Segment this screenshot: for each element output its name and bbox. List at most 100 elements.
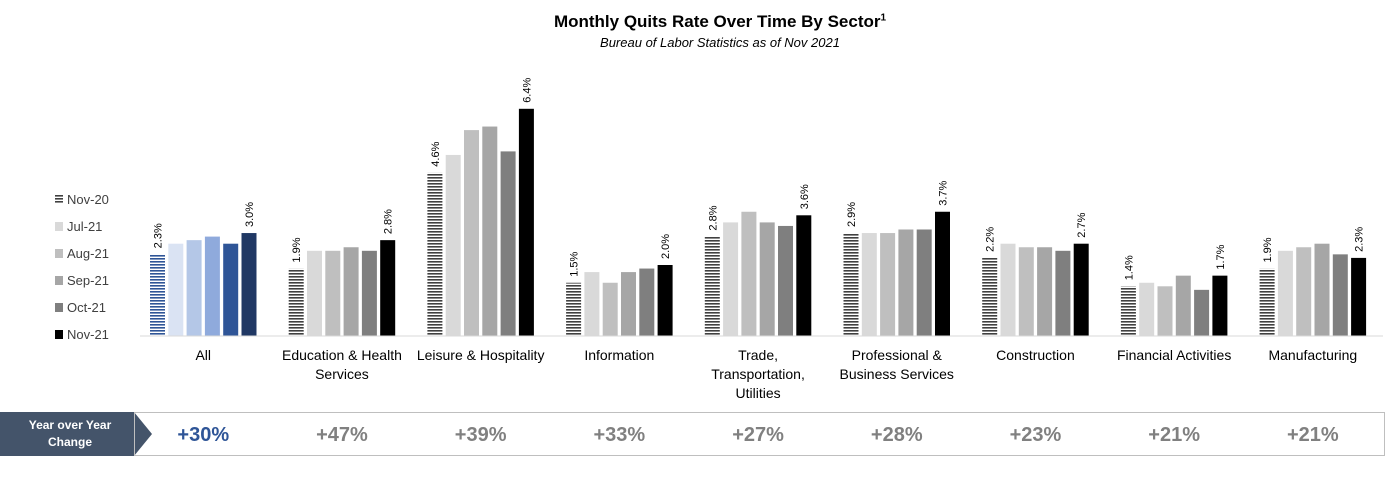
bar-leisure-hospitality-nov-20 (427, 172, 443, 336)
bar-construction-sep-21 (1037, 247, 1053, 336)
bar-trade-transportation-utilities-oct-21 (778, 225, 793, 336)
bar-financial-activities-nov-20 (1120, 286, 1136, 336)
bar-professional-business-services-sep-21 (898, 229, 914, 336)
bar-education-health-services-sep-21 (343, 247, 359, 336)
data-label-construction-nov-21: 2.7% (1076, 212, 1088, 237)
category-label-education-health-services-line2: Services (315, 366, 369, 382)
bar-all-jul-21 (168, 243, 184, 336)
bar-manufacturing-aug-21 (1296, 247, 1312, 336)
yoy-value-information: +33% (593, 424, 646, 446)
category-label-information: Information (584, 347, 654, 363)
bar-construction-aug-21 (1018, 247, 1034, 336)
bar-financial-activities-aug-21 (1157, 286, 1173, 336)
data-label-financial-activities-nov-21: 1.7% (1215, 244, 1227, 269)
yoy-value-education-health-services: +47% (316, 424, 368, 446)
yoy-value-trade-transportation-utilities: +27% (732, 424, 784, 446)
bar-chart: Nov-20 Jul-21 Aug-21 Sep-21 Oct-21 Nov-21 2.3… (55, 78, 1383, 401)
bar-manufacturing-jul-21 (1277, 250, 1293, 336)
bar-all-nov-20 (150, 254, 165, 336)
chart-title: Monthly Quits Rate Over Time By Sector1 (553, 12, 887, 31)
legend-label-sep-21: Sep-21 (67, 273, 109, 288)
data-label-construction-nov-20: 2.2% (985, 227, 997, 252)
bar-trade-transportation-utilities-nov-21 (796, 215, 812, 336)
bar-construction-nov-21 (1073, 243, 1089, 336)
bar-group (150, 108, 1367, 336)
data-label-all-nov-21: 3.0% (244, 202, 256, 227)
bar-all-oct-21 (223, 243, 239, 336)
category-label-professional-business-services-line1: Professional & (852, 347, 943, 363)
category-label-education-health-services-line1: Education & Health (282, 347, 402, 363)
chart-subtitle: Bureau of Labor Statistics as of Nov 202… (600, 35, 840, 50)
bar-construction-oct-21 (1055, 250, 1071, 336)
category-label-all: All (195, 347, 211, 363)
yoy-label-line1: Year over Year (28, 418, 112, 432)
category-label-construction: Construction (996, 347, 1075, 363)
bar-manufacturing-sep-21 (1314, 243, 1330, 336)
yoy-label: Year over Year Change (0, 412, 140, 456)
legend-swatch-jul-21 (55, 222, 63, 231)
bar-education-health-services-aug-21 (325, 250, 341, 336)
legend-label-jul-21: Jul-21 (67, 219, 102, 234)
data-label-professional-business-services-nov-21: 3.7% (938, 180, 950, 205)
bar-financial-activities-oct-21 (1194, 289, 1210, 336)
bar-financial-activities-jul-21 (1139, 282, 1155, 336)
bar-financial-activities-nov-21 (1212, 275, 1228, 336)
bar-financial-activities-sep-21 (1175, 275, 1191, 336)
data-label-all-nov-20: 2.3% (153, 223, 165, 248)
bar-education-health-services-jul-21 (307, 250, 322, 336)
bar-manufacturing-nov-21 (1351, 257, 1367, 336)
yoy-label-line2: Change (47, 435, 92, 449)
data-label-leisure-hospitality-nov-21: 6.4% (521, 78, 533, 103)
bar-education-health-services-nov-21 (380, 240, 396, 336)
category-label-trade-transportation-utilities-line1: Trade, (738, 347, 778, 363)
legend-swatch-oct-21 (55, 303, 63, 312)
data-label-information-nov-20: 1.5% (569, 251, 581, 276)
yoy-value-financial-activities: +21% (1148, 424, 1200, 446)
data-label-education-health-services-nov-21: 2.8% (383, 209, 395, 234)
bar-professional-business-services-oct-21 (916, 229, 932, 336)
bar-professional-business-services-aug-21 (880, 233, 896, 336)
bar-information-nov-21 (657, 265, 673, 336)
yoy-banner-shape (0, 412, 152, 456)
bar-all-sep-21 (204, 236, 220, 336)
legend-label-nov-20: Nov-20 (67, 192, 109, 207)
bar-leisure-hospitality-nov-21 (518, 108, 534, 336)
bar-education-health-services-oct-21 (361, 250, 377, 336)
bar-information-nov-20 (566, 282, 582, 336)
data-label-leisure-hospitality-nov-20: 4.6% (430, 141, 442, 166)
legend-swatch-nov-21 (55, 330, 63, 339)
legend-label-aug-21: Aug-21 (67, 246, 109, 261)
category-label-professional-business-services-line2: Business Services (840, 366, 954, 382)
bar-information-aug-21 (602, 282, 618, 336)
bar-all-nov-21 (241, 233, 257, 336)
yoy-banner: Year over Year Change (0, 412, 152, 456)
yoy-value-manufacturing: +21% (1286, 424, 1339, 446)
bar-manufacturing-nov-20 (1259, 268, 1275, 336)
category-label-financial-activities: Financial Activities (1117, 347, 1231, 363)
chart-legend: Nov-20 Jul-21 Aug-21 Sep-21 Oct-21 Nov-21 (55, 192, 109, 342)
bar-professional-business-services-jul-21 (861, 233, 877, 336)
yoy-value-all: +30% (177, 424, 230, 446)
category-label-trade-transportation-utilities-line2: Transportation, (711, 366, 805, 382)
chart-title-block: Monthly Quits Rate Over Time By Sector1 … (0, 12, 1400, 50)
bar-trade-transportation-utilities-jul-21 (723, 222, 739, 336)
data-label-trade-transportation-utilities-nov-21: 3.6% (799, 184, 811, 209)
bar-information-sep-21 (621, 272, 636, 336)
data-label-group: 2.3% 3.0% 1.9% 2.8% 4.6% 6.4% 1.5% 2.0% 2.8% 3.6%… (153, 78, 1366, 281)
bar-professional-business-services-nov-20 (843, 233, 859, 336)
data-label-manufacturing-nov-20: 1.9% (1262, 237, 1274, 262)
category-label-trade-transportation-utilities-line3: Utilities (735, 385, 780, 401)
bar-construction-nov-20 (982, 257, 998, 336)
data-label-manufacturing-nov-21: 2.3% (1354, 227, 1366, 252)
bar-leisure-hospitality-aug-21 (464, 130, 479, 336)
yoy-value-leisure-hospitality: +39% (454, 424, 507, 446)
bar-professional-business-services-nov-21 (935, 211, 950, 336)
bar-leisure-hospitality-oct-21 (500, 151, 516, 336)
bar-trade-transportation-utilities-sep-21 (759, 222, 775, 336)
bar-education-health-services-nov-20 (288, 268, 304, 336)
bar-trade-transportation-utilities-nov-20 (704, 236, 720, 336)
bar-leisure-hospitality-sep-21 (482, 126, 498, 336)
category-label-leisure-hospitality: Leisure & Hospitality (417, 347, 545, 363)
bar-information-oct-21 (639, 268, 655, 336)
legend-swatch-sep-21 (55, 276, 63, 285)
